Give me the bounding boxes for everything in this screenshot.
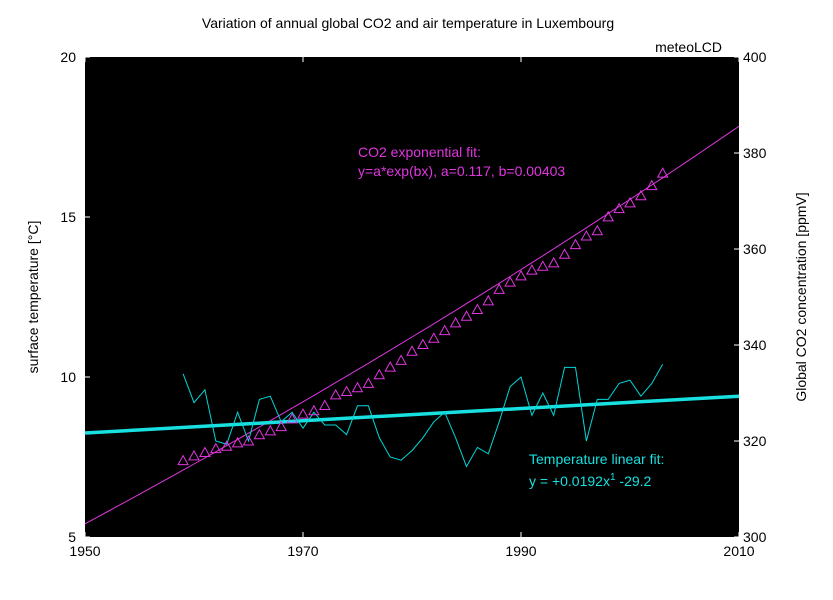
co2-point — [264, 424, 277, 436]
right-y-tick-label: 380 — [743, 145, 767, 161]
left-y-tick-label: 10 — [60, 369, 76, 385]
co2-point — [297, 408, 309, 419]
right-y-tick-label: 300 — [743, 529, 767, 545]
co2-point — [558, 248, 571, 259]
co2-point — [602, 210, 615, 222]
left-y-tick-label: 15 — [60, 209, 76, 225]
co2-point — [427, 332, 440, 343]
corner-label: meteoLCD — [655, 39, 722, 55]
co2-point — [624, 196, 636, 208]
co2-point — [536, 260, 549, 271]
co2-point — [547, 256, 560, 268]
co2-point — [504, 276, 516, 287]
right-y-tick-label: 360 — [743, 241, 767, 257]
x-axis: 1950 1970 1990 2010 — [69, 57, 755, 559]
left-y-tick-label: 20 — [60, 49, 76, 65]
right-y-axis-label: Global CO2 concentration [ppmV] — [793, 192, 809, 401]
co2-point — [188, 449, 200, 461]
co2-point — [449, 316, 462, 328]
co2-point — [591, 224, 604, 236]
co2-point — [253, 428, 266, 440]
co2-point — [656, 167, 669, 178]
series-layer — [84, 125, 740, 525]
co2-point — [526, 264, 538, 275]
x-tick-label: 1970 — [287, 543, 318, 559]
left-y-axis-label: surface temperature [°C] — [25, 221, 41, 374]
right-y-tick-label: 400 — [743, 49, 767, 65]
co2-point — [351, 381, 364, 393]
co2-point — [242, 434, 255, 446]
temp-fit-label-line1: Temperature linear fit: — [529, 451, 664, 467]
temperature-series-line — [182, 363, 664, 468]
co2-point — [209, 442, 222, 454]
co2-point — [580, 230, 593, 241]
x-tick-label: 1990 — [505, 543, 536, 559]
right-y-axis: 300 320 340 360 380 400 — [734, 49, 767, 545]
co2-point — [286, 412, 298, 424]
x-tick-label: 2010 — [723, 543, 754, 559]
temp-fit-intercept: -29.2 — [616, 473, 652, 489]
co2-point — [220, 440, 233, 451]
co2-point — [384, 361, 397, 372]
co2-point — [362, 377, 375, 388]
co2-point — [329, 388, 342, 400]
temp-fit-formula: y = +0.0192x — [529, 473, 610, 489]
x-tick-label: 1950 — [69, 543, 100, 559]
co2-point — [417, 338, 429, 350]
co2-point — [395, 354, 407, 365]
co2-fit-label-line2: y=a*exp(bx), a=0.117, b=0.00403 — [358, 163, 565, 179]
co2-point — [231, 436, 244, 448]
co2-point — [515, 269, 527, 281]
temp-fit-line — [84, 394, 740, 435]
right-y-tick-label: 320 — [743, 433, 767, 449]
co2-point — [635, 189, 647, 201]
co2-point — [471, 303, 484, 314]
co2-point — [177, 454, 189, 466]
co2-fit-label-line1: CO2 exponential fit: — [358, 144, 481, 160]
co2-point — [569, 238, 582, 250]
co2-point — [493, 283, 506, 294]
co2-point — [373, 368, 386, 380]
co2-point — [275, 420, 288, 432]
temp-fit-label-line2: y = +0.0192x1 -29.2 — [529, 472, 652, 489]
temp-fit-exponent: 1 — [610, 472, 616, 483]
co2-point — [406, 345, 418, 356]
left-y-axis: 5 10 15 20 — [60, 49, 90, 545]
co2-point — [460, 310, 473, 321]
plot-area — [85, 57, 739, 537]
co2-point — [340, 385, 353, 397]
right-y-tick-label: 340 — [743, 337, 767, 353]
co2-point — [438, 324, 451, 336]
co2-point — [645, 179, 658, 191]
co2-point — [318, 399, 331, 410]
fit-labels: CO2 exponential fit: y=a*exp(bx), a=0.11… — [358, 144, 664, 489]
co2-fit-line — [84, 125, 740, 525]
co2-point — [308, 404, 320, 416]
co2-point — [613, 202, 625, 214]
co2-point — [199, 446, 211, 458]
chart-title: Variation of annual global CO2 and air t… — [202, 15, 614, 31]
co2-point — [482, 294, 495, 306]
left-y-tick-label: 5 — [68, 529, 76, 545]
